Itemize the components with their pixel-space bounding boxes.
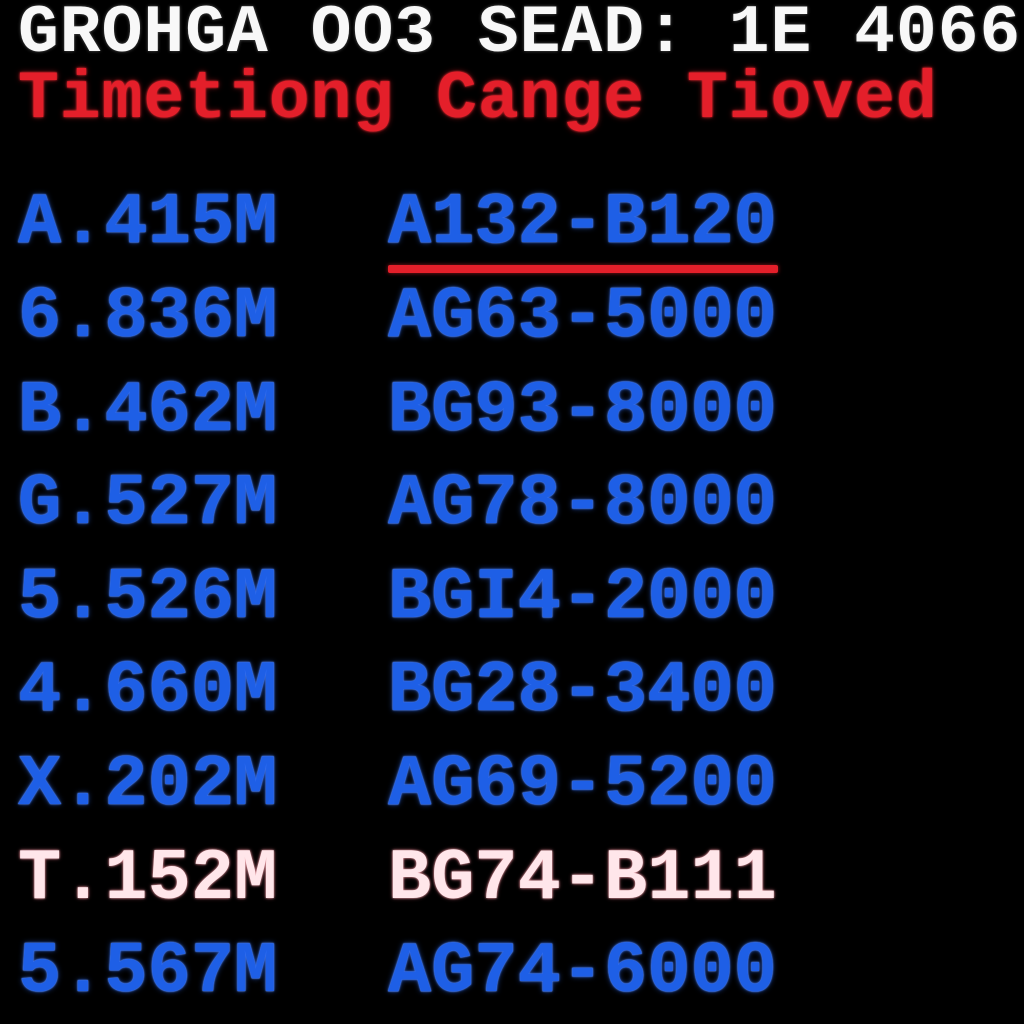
row-col-b: BG28-3400 — [388, 645, 777, 739]
row-col-a: A.415M — [18, 177, 388, 271]
row-col-a: 6.836M — [18, 271, 388, 365]
row-col-b: AG69-5200 — [388, 739, 777, 833]
list-row: A.415MA132-B120 — [18, 177, 1006, 271]
header-line-2: Timetiong Cange Tioved — [18, 64, 1006, 135]
row-col-b: AG63-5000 — [388, 271, 777, 365]
row-col-b: A132-B120 — [388, 177, 777, 271]
list-row: B.462MBG93-8000 — [18, 365, 1006, 459]
row-col-b: BG74-B111 — [388, 833, 777, 927]
row-col-a: 5.567M — [18, 926, 388, 1020]
list-row: 5.526MBGI4-2000 — [18, 552, 1006, 646]
header-line-1: GROHGA OO3 SEAD: 1E 4066 — [18, 0, 1006, 68]
row-col-a: 5.526M — [18, 552, 388, 646]
list-row: 5.567MAG74-6000 — [18, 926, 1006, 1020]
terminal-screen: GROHGA OO3 SEAD: 1E 4066 Timetiong Cange… — [0, 0, 1024, 1020]
list-row: X.202MAG69-5200 — [18, 739, 1006, 833]
list-row: 6.836MAG63-5000 — [18, 271, 1006, 365]
row-col-b: BGI4-2000 — [388, 552, 777, 646]
row-col-a: B.462M — [18, 365, 388, 459]
row-col-b: BG93-8000 — [388, 365, 777, 459]
row-col-a: 4.660M — [18, 645, 388, 739]
data-list: A.415MA132-B1206.836MAG63-5000B.462MBG93… — [18, 177, 1006, 1019]
row-col-b: AG74-6000 — [388, 926, 777, 1020]
row-col-a: G.527M — [18, 458, 388, 552]
row-col-a: T.152M — [18, 833, 388, 927]
row-col-a: X.202M — [18, 739, 388, 833]
row-col-b: AG78-8000 — [388, 458, 777, 552]
list-row: 4.660MBG28-3400 — [18, 645, 1006, 739]
list-row: G.527MAG78-8000 — [18, 458, 1006, 552]
list-row: T.152MBG74-B111 — [18, 833, 1006, 927]
